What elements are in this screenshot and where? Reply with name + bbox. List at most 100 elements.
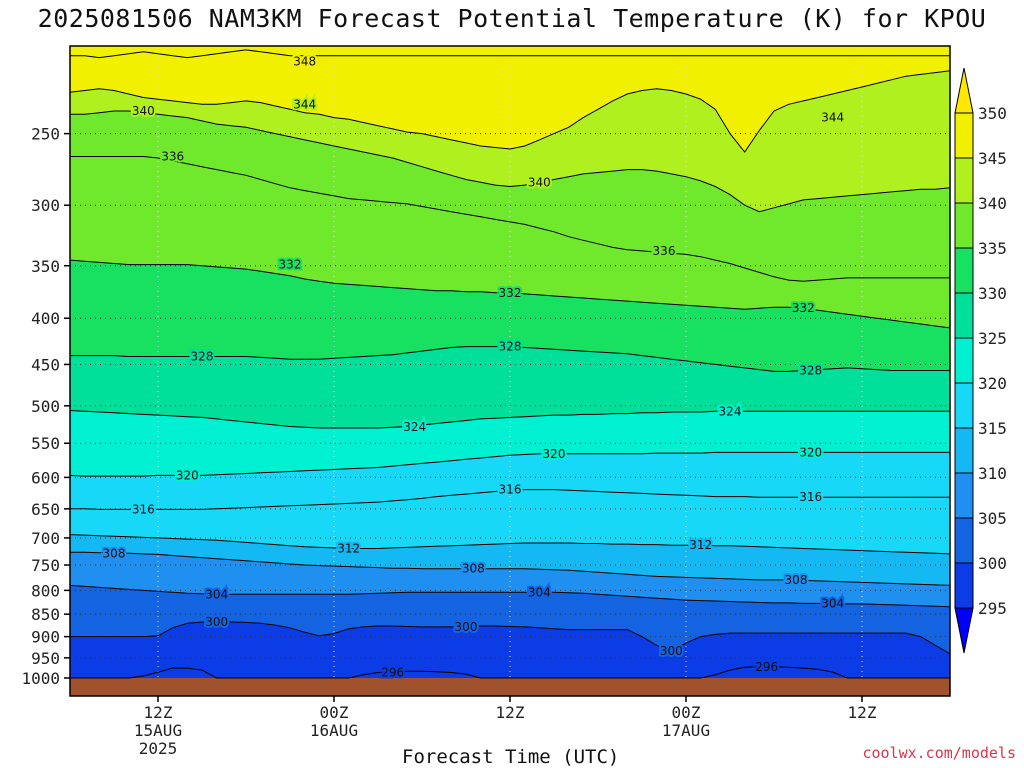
colorbar-box-300 <box>954 562 974 609</box>
isotherm-332 <box>69 259 951 329</box>
contour-label-300: 300 <box>205 615 228 629</box>
contour-label-316: 316 <box>499 483 522 497</box>
chart-title: 2025081506 NAM3KM Forecast Potential Tem… <box>37 4 987 33</box>
contour-label-300: 300 <box>455 620 478 634</box>
x-tick-label-54: 12Z <box>848 703 877 722</box>
y-tick-label-300: 300 <box>31 196 60 215</box>
x-axis-label: Forecast Time (UTC) <box>402 746 620 768</box>
credit-link[interactable]: coolwx.com/models <box>862 744 1016 762</box>
y-tick-label-600: 600 <box>31 468 60 487</box>
colorbar-label-345: 345 <box>978 149 1007 168</box>
x-tick-date-18: 16AUG <box>310 721 358 740</box>
isotherm-328 <box>70 346 950 372</box>
colorbar-box-305 <box>954 517 974 564</box>
colorbar-label-335: 335 <box>978 239 1007 258</box>
contour-label-344: 344 <box>293 97 316 111</box>
y-axis: 250 300 350 400 450 500 550 600 650 700 750 800 850 9… <box>21 125 70 688</box>
y-tick-label-850: 850 <box>31 605 60 624</box>
x-tick-year-6: 2025 <box>139 739 178 758</box>
colorbar-label-350: 350 <box>978 104 1007 123</box>
contour-labels: 348 344 344 340 340 336 336 332 332 332 328 328 328 3… <box>101 52 847 681</box>
colorbar-box-345 <box>954 157 974 204</box>
contour-label-328: 328 <box>799 364 822 378</box>
isotherm-300 <box>70 621 951 655</box>
contour-label-336: 336 <box>653 244 676 258</box>
y-tick-label-950: 950 <box>31 649 60 668</box>
contour-label-328: 328 <box>499 340 522 354</box>
grid-lines <box>70 46 950 678</box>
colorbar-label-325: 325 <box>978 329 1007 348</box>
colorbar-box-335 <box>954 247 974 294</box>
contour-label-332: 332 <box>279 258 302 272</box>
contour-label-328: 328 <box>191 350 214 364</box>
isotherm-296 <box>70 666 950 679</box>
band-below-296 <box>70 666 950 678</box>
isotherm-324 <box>69 410 950 429</box>
colorbar: 295 300 305 310 315 320 325 330 335 340 345 350 <box>954 67 1007 654</box>
colorbar-box-330 <box>954 292 974 339</box>
contour-label-324: 324 <box>403 420 426 434</box>
y-tick-label-350: 350 <box>31 257 60 276</box>
y-tick-label-650: 650 <box>31 500 60 519</box>
y-tick-label-1000: 1000 <box>21 669 60 688</box>
y-tick-label-550: 550 <box>31 434 60 453</box>
colorbar-box-340 <box>954 202 974 249</box>
ground-surface <box>70 678 950 696</box>
y-tick-label-400: 400 <box>31 309 60 328</box>
colorbar-label-340: 340 <box>978 194 1007 213</box>
colorbar-label-305: 305 <box>978 509 1007 528</box>
isotherm-312 <box>69 534 951 555</box>
x-tick-label-30: 12Z <box>496 703 525 722</box>
y-tick-label-500: 500 <box>31 397 60 416</box>
x-tick-label-18: 00Z <box>320 703 349 722</box>
contour-label-316: 316 <box>799 490 822 504</box>
contour-label-304: 304 <box>821 596 844 610</box>
colorbar-label-310: 310 <box>978 464 1007 483</box>
contour-label-320: 320 <box>799 445 822 459</box>
y-tick-label-450: 450 <box>31 355 60 374</box>
x-tick-date-6: 15AUG <box>134 721 182 740</box>
colorbar-label-320: 320 <box>978 374 1007 393</box>
colorbar-label-300: 300 <box>978 554 1007 573</box>
colorbar-box-350 <box>954 112 974 159</box>
contour-label-296: 296 <box>381 665 404 679</box>
ground-bar <box>70 678 950 696</box>
band-below-300 <box>70 622 950 678</box>
contour-label-312: 312 <box>337 541 360 555</box>
contour-label-296: 296 <box>755 660 778 674</box>
isotherm-336 <box>70 156 950 282</box>
colorbar-box-310 <box>954 472 974 519</box>
colorbar-label-330: 330 <box>978 284 1007 303</box>
contour-label-308: 308 <box>785 573 808 587</box>
x-tick-label-6: 12Z <box>144 703 173 722</box>
isotherm-320 <box>69 451 950 477</box>
contour-label-320: 320 <box>543 447 566 461</box>
contour-label-312: 312 <box>689 538 712 552</box>
colorbar-label-295: 295 <box>978 599 1007 618</box>
colorbar-label-315: 315 <box>978 419 1007 438</box>
colorbar-box-320 <box>954 382 974 429</box>
contour-label-344: 344 <box>821 111 844 125</box>
isotherm-308 <box>70 551 951 586</box>
isotherm-316 <box>70 489 950 510</box>
contour-label-320: 320 <box>176 468 199 482</box>
y-tick-label-750: 750 <box>31 556 60 575</box>
x-tick-date-42: 17AUG <box>662 721 710 740</box>
isotherm-340 <box>70 110 951 213</box>
isotherm-contours <box>69 49 951 679</box>
contour-label-340: 340 <box>528 175 551 189</box>
isotherm-344 <box>69 70 951 153</box>
contour-label-348: 348 <box>293 54 316 68</box>
colorbar-bottom-arrow <box>954 607 974 654</box>
contour-label-336: 336 <box>161 150 184 164</box>
contour-label-308: 308 <box>103 546 126 560</box>
contour-label-316: 316 <box>132 502 155 516</box>
colorbar-top-arrow <box>954 67 974 114</box>
y-tick-label-800: 800 <box>31 581 60 600</box>
isotherm-304 <box>69 584 951 608</box>
contour-label-304: 304 <box>205 587 228 601</box>
contour-label-324: 324 <box>719 404 742 418</box>
contour-label-332: 332 <box>792 301 815 315</box>
